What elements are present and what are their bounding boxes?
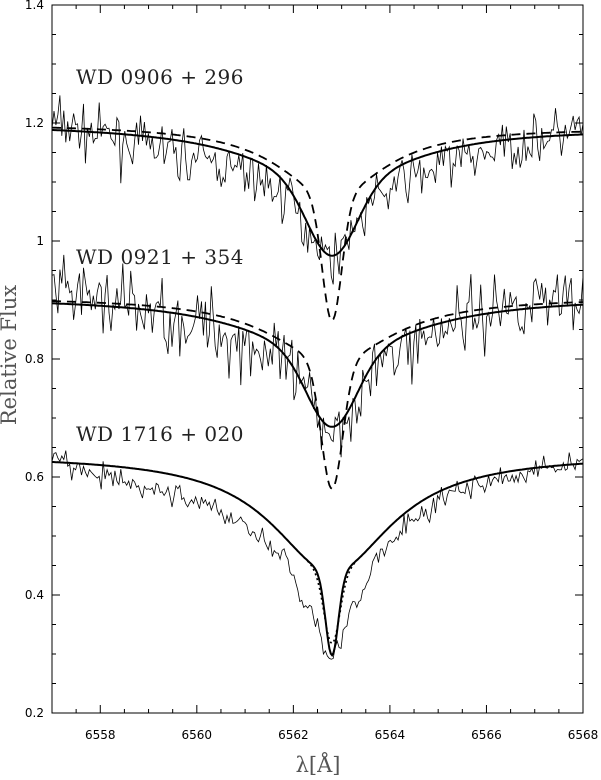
model-fit-dashed-line (51, 300, 584, 490)
plot-frame (51, 4, 584, 714)
model-fit-solid-line (52, 129, 584, 257)
x-tick-label: 6568 (568, 728, 599, 742)
y-tick-label: 0.6 (25, 470, 44, 484)
x-tick-label: 6566 (471, 728, 502, 742)
x-tick-label: 6564 (375, 728, 406, 742)
observed-spectrum-line (51, 95, 584, 285)
star-label: WD 0906 + 296 (76, 65, 244, 89)
observed-spectrum-line (51, 450, 584, 660)
axis-ticks: 6558 6560 6562 6564 6566 6568 0.2 0.4 0.6 0.8 1 1.2… (25, 0, 598, 742)
star-label: WD 1716 + 020 (76, 422, 244, 446)
series-group (51, 95, 584, 660)
y-tick-label: 0.2 (25, 706, 44, 720)
y-tick-label: 1.4 (25, 0, 44, 12)
y-tick-label: 0.8 (25, 352, 44, 366)
star-label: WD 0921 + 354 (76, 245, 244, 269)
x-tick-label: 6560 (182, 728, 213, 742)
observed-spectrum-line (51, 254, 584, 458)
star-labels: WD 0906 + 296 WD 0921 + 354 WD 1716 + 020 (76, 65, 244, 446)
x-tick-label: 6558 (85, 728, 116, 742)
x-tick-label: 6562 (278, 728, 309, 742)
y-tick-label: 1 (36, 234, 44, 248)
model-fit-dotted-line (52, 461, 584, 645)
x-axis-title: λ[Å] (296, 752, 341, 777)
model-fit-solid-line (52, 461, 584, 657)
y-tick-label: 1.2 (25, 116, 44, 130)
y-axis-title: Relative Flux (0, 285, 21, 425)
y-tick-label: 0.4 (25, 588, 44, 602)
model-fit-dashed-line (51, 126, 584, 322)
